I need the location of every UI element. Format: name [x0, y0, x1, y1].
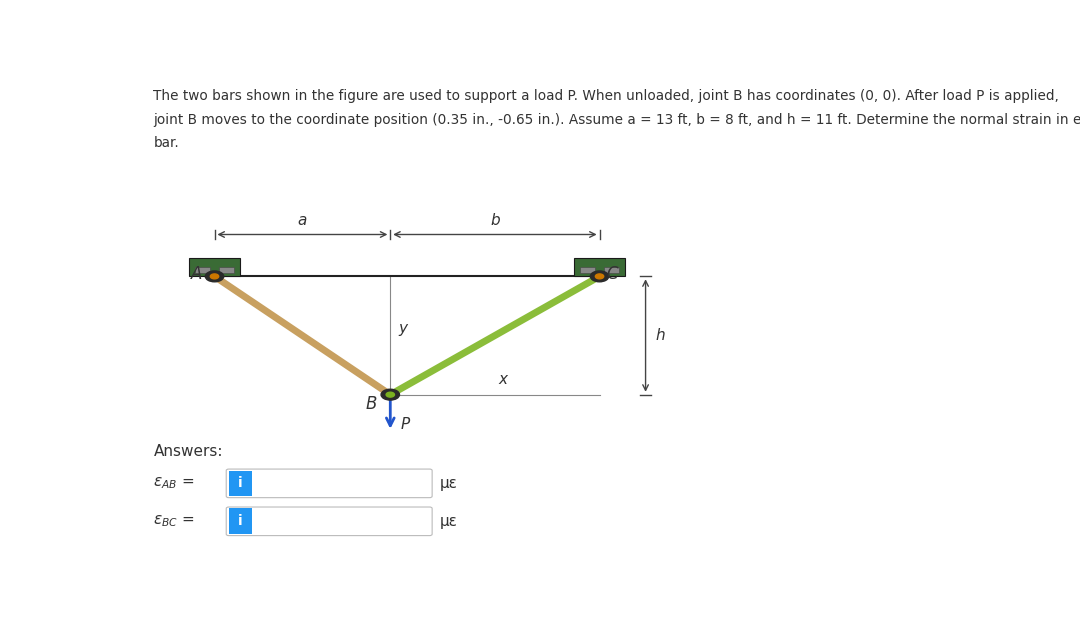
Circle shape: [211, 274, 218, 279]
Text: a: a: [298, 213, 307, 228]
Text: x: x: [499, 372, 508, 387]
Text: $\varepsilon_{BC}$ =: $\varepsilon_{BC}$ =: [153, 513, 194, 529]
Circle shape: [595, 274, 604, 279]
Bar: [580, 266, 595, 273]
Circle shape: [386, 392, 394, 397]
Text: Answers:: Answers:: [153, 444, 222, 459]
FancyBboxPatch shape: [226, 507, 432, 536]
Bar: [189, 258, 240, 276]
Text: C: C: [606, 265, 618, 283]
Text: The two bars shown in the figure are used to support a load P. When unloaded, jo: The two bars shown in the figure are use…: [153, 89, 1059, 103]
Text: h: h: [656, 328, 665, 343]
Text: joint B moves to the coordinate position (0.35 in., -0.65 in.). Assume a = 13 ft: joint B moves to the coordinate position…: [153, 113, 1080, 127]
Text: y: y: [399, 321, 407, 335]
FancyBboxPatch shape: [226, 469, 432, 498]
Bar: [195, 266, 211, 273]
Bar: [604, 266, 619, 273]
Text: i: i: [239, 476, 243, 490]
Text: με: με: [440, 514, 458, 529]
Bar: [218, 266, 233, 273]
Circle shape: [591, 271, 609, 282]
Text: i: i: [239, 515, 243, 528]
Bar: [229, 509, 252, 534]
Text: P: P: [401, 417, 409, 432]
Bar: [229, 470, 252, 496]
Text: b: b: [490, 213, 500, 228]
Circle shape: [381, 389, 400, 400]
Bar: [575, 258, 624, 276]
Text: με: με: [440, 476, 458, 491]
Text: B: B: [365, 395, 377, 413]
Text: bar.: bar.: [153, 136, 179, 150]
Text: A: A: [191, 265, 202, 283]
Circle shape: [205, 271, 224, 282]
Text: $\varepsilon_{AB}$ =: $\varepsilon_{AB}$ =: [153, 476, 194, 492]
